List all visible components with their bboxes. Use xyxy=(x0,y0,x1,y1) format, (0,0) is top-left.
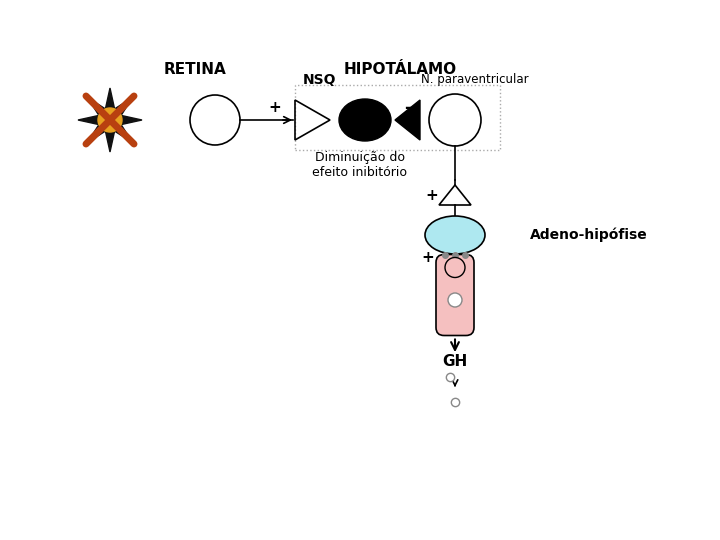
Text: +: + xyxy=(426,187,438,202)
Text: NSQ: NSQ xyxy=(303,73,337,87)
Circle shape xyxy=(448,293,462,307)
Circle shape xyxy=(98,108,122,132)
Text: GH: GH xyxy=(442,354,467,369)
Text: Adeno-hipófise: Adeno-hipófise xyxy=(530,228,648,242)
Text: +: + xyxy=(269,100,282,116)
Text: Diminuição do
efeito inibitório: Diminuição do efeito inibitório xyxy=(312,151,408,179)
Ellipse shape xyxy=(425,216,485,254)
Circle shape xyxy=(190,95,240,145)
Polygon shape xyxy=(78,88,142,152)
Ellipse shape xyxy=(339,99,391,141)
FancyBboxPatch shape xyxy=(436,254,474,335)
Text: N. paraventricular: N. paraventricular xyxy=(421,73,528,86)
Bar xyxy=(295,85,500,150)
Text: +: + xyxy=(422,249,434,265)
Text: -: - xyxy=(405,99,411,117)
Text: HIPOTÁLAMO: HIPOTÁLAMO xyxy=(343,63,456,78)
Circle shape xyxy=(429,94,481,146)
Text: RETINA: RETINA xyxy=(163,63,226,78)
Circle shape xyxy=(445,258,465,278)
Polygon shape xyxy=(395,100,420,140)
